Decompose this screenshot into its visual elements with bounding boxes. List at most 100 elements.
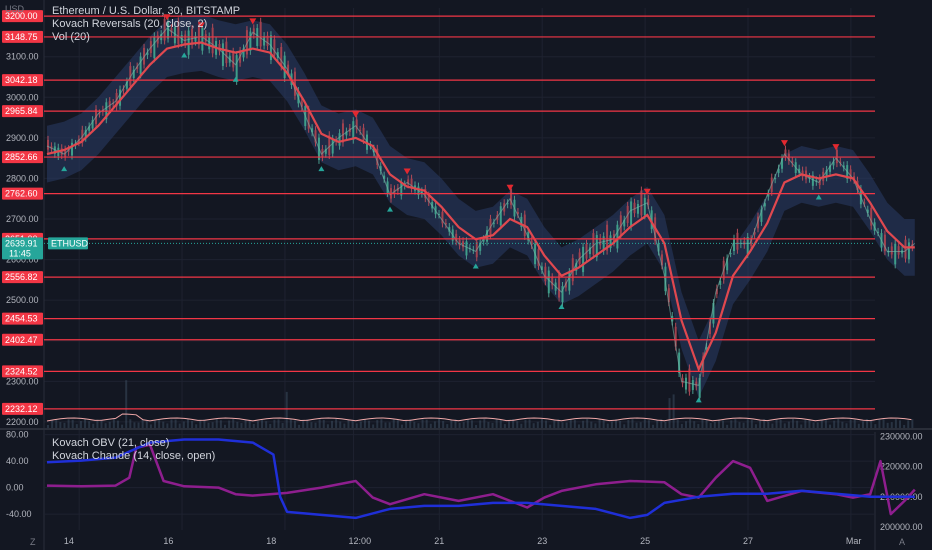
indicator-label[interactable]: Vol (20) (52, 31, 90, 43)
volume-bar (454, 419, 457, 428)
candle-body (136, 66, 139, 69)
volume-bar (870, 421, 873, 428)
volume-bar (405, 420, 408, 428)
volume-bar (232, 419, 235, 428)
candle-body (726, 258, 729, 271)
volume-bar (779, 419, 782, 428)
time-tick-label: 25 (640, 536, 650, 546)
candle-body (221, 43, 224, 66)
candle-body (540, 266, 543, 270)
volume-bar (845, 423, 848, 428)
candle-body (558, 274, 561, 298)
volume-bar (466, 419, 469, 428)
reversal-markers (61, 14, 840, 403)
candle-body (170, 28, 173, 33)
volume-bar (499, 419, 502, 428)
volume-bar (63, 422, 66, 428)
candle-body (842, 165, 845, 168)
candle-body (225, 41, 228, 64)
volume-bar (837, 419, 840, 428)
volume-bar (71, 419, 74, 428)
volume-bar (557, 419, 560, 428)
volume-bar (289, 419, 292, 428)
osc-left-tick-label: 80.00 (6, 430, 29, 440)
volume-bar (800, 424, 803, 428)
indicator-label[interactable]: Kovach Chande (14, close, open) (52, 450, 216, 462)
candle-body (177, 21, 180, 45)
volume-bar (215, 419, 218, 428)
candle-body (640, 190, 643, 216)
candle-body (606, 224, 609, 251)
chart-title[interactable]: Ethereum / U.S. Dollar, 30, BITSTAMP (52, 5, 241, 17)
volume-bar (697, 423, 700, 428)
candle-body (119, 89, 122, 106)
candle-body (588, 247, 591, 255)
reversal-up-marker (815, 194, 822, 200)
candle-body (311, 128, 314, 133)
volume-bar (355, 423, 358, 428)
volume-bar (680, 423, 683, 428)
indicator-label[interactable]: Kovach OBV (21, close) (52, 437, 170, 449)
reversal-down-marker (403, 168, 411, 175)
volume-bar (116, 420, 119, 428)
candle-body (362, 127, 365, 141)
reversal-up-marker (558, 304, 565, 310)
volume-bar (812, 422, 815, 428)
volume-bar (771, 423, 774, 428)
candle-body (324, 149, 327, 154)
volume-bar (767, 421, 770, 428)
candle-body (530, 240, 533, 246)
reversal-up-marker (387, 206, 393, 212)
price-tick-label: 2500.00 (6, 295, 39, 305)
volume-bar (75, 424, 78, 428)
candle-body (153, 36, 156, 59)
reversal-down-marker (163, 14, 171, 21)
candle-body (698, 377, 701, 398)
zoom-button[interactable]: Z (30, 537, 36, 547)
volume-bar (693, 421, 696, 428)
reversal-up-marker (61, 166, 68, 172)
candle-body (863, 202, 866, 204)
candle-body (441, 211, 444, 224)
volume-bar (853, 419, 856, 428)
candle-body (544, 266, 547, 282)
volume-bar (730, 420, 733, 428)
candle-body (458, 239, 461, 246)
volume-bar (252, 423, 255, 428)
level-price-tag (2, 187, 43, 200)
volume-bar (890, 422, 893, 428)
volume-bar (874, 424, 877, 428)
volume-bar (310, 422, 313, 428)
volume-bar (384, 422, 387, 428)
volume-bar (816, 422, 819, 428)
price-tick-label: 2800.00 (6, 173, 39, 183)
candle-body (355, 119, 358, 130)
volume-bar (791, 419, 794, 428)
price-tick-label: 2900.00 (6, 133, 39, 143)
volume-bar (47, 425, 49, 428)
candle-body (372, 148, 375, 153)
volume-bar (549, 424, 552, 428)
price-tick-label: 2200.00 (6, 417, 39, 427)
candle-body (811, 175, 814, 186)
volume-bar (495, 419, 498, 428)
candle-body (448, 226, 451, 232)
currency-label[interactable]: USD (5, 4, 25, 14)
volume-bar (331, 420, 334, 428)
volume-bar (899, 420, 902, 428)
candle-body (462, 241, 465, 248)
volume-bar (141, 419, 144, 428)
volume-bar (619, 420, 622, 428)
indicator-label[interactable]: Kovach Reversals (20, close, 2) (52, 18, 208, 30)
candle-body (568, 272, 571, 291)
volume-bar (368, 420, 371, 428)
time-axis[interactable]: 14 16 18 12:00 21 23 25 27 Mar (64, 536, 862, 546)
volume-bar (668, 398, 671, 428)
volume-bar (104, 423, 107, 428)
candle-body (678, 352, 681, 374)
auto-scale-button[interactable]: A (899, 537, 906, 547)
volume-bar (722, 420, 725, 428)
volume-bar (273, 419, 276, 428)
volume-bar (174, 419, 177, 428)
volume-bar (392, 419, 395, 428)
